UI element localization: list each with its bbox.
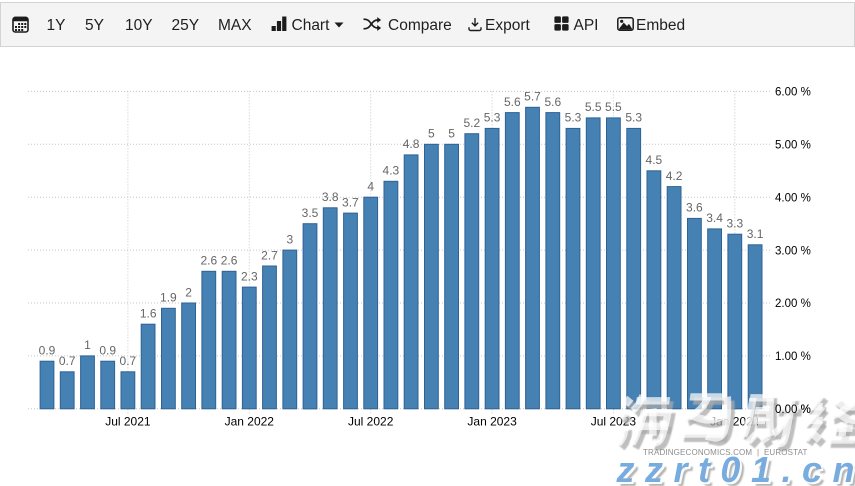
- svg-text:3.6: 3.6: [686, 201, 703, 215]
- svg-text:2.3: 2.3: [241, 269, 258, 283]
- svg-text:1.6: 1.6: [140, 307, 157, 321]
- svg-text:5.3: 5.3: [625, 111, 642, 125]
- svg-text:4.8: 4.8: [403, 137, 420, 151]
- svg-text:4.00 %: 4.00 %: [775, 192, 811, 204]
- svg-text:2.6: 2.6: [221, 254, 238, 268]
- svg-text:0.00 %: 0.00 %: [775, 404, 811, 416]
- svg-text:3.5: 3.5: [302, 206, 319, 220]
- svg-text:3.7: 3.7: [342, 195, 359, 209]
- svg-text:3.1: 3.1: [747, 227, 764, 241]
- svg-text:4.3: 4.3: [383, 164, 400, 178]
- svg-text:5.5: 5.5: [585, 100, 602, 114]
- svg-text:5.6: 5.6: [544, 95, 561, 109]
- svg-text:2.6: 2.6: [200, 254, 217, 268]
- svg-text:1: 1: [84, 338, 91, 352]
- svg-text:4.5: 4.5: [646, 153, 663, 167]
- svg-text:1.9: 1.9: [160, 291, 177, 305]
- svg-text:5: 5: [428, 127, 435, 141]
- svg-text:Jul 2021: Jul 2021: [105, 414, 151, 428]
- svg-text:3.3: 3.3: [726, 217, 743, 231]
- svg-text:6.00 %: 6.00 %: [775, 87, 811, 99]
- svg-text:Jan 2022: Jan 2022: [225, 414, 275, 428]
- svg-text:5.3: 5.3: [565, 111, 582, 125]
- svg-text:2.7: 2.7: [261, 248, 278, 262]
- svg-text:5.5: 5.5: [605, 100, 622, 114]
- svg-text:0.9: 0.9: [39, 344, 56, 358]
- svg-text:0.7: 0.7: [59, 354, 76, 368]
- svg-text:2.00 %: 2.00 %: [775, 298, 811, 310]
- svg-text:5.6: 5.6: [504, 95, 521, 109]
- svg-text:1.00 %: 1.00 %: [775, 351, 811, 363]
- svg-text:4: 4: [367, 180, 374, 194]
- svg-text:4.2: 4.2: [666, 169, 683, 183]
- svg-text:5.00 %: 5.00 %: [775, 140, 811, 152]
- svg-text:0.9: 0.9: [99, 344, 116, 358]
- svg-text:3.4: 3.4: [706, 211, 723, 225]
- svg-text:3: 3: [286, 232, 293, 246]
- svg-text:5.2: 5.2: [463, 116, 480, 130]
- svg-text:2: 2: [185, 285, 192, 299]
- svg-text:Jan 2023: Jan 2023: [467, 414, 517, 428]
- svg-text:Jul 2022: Jul 2022: [348, 414, 394, 428]
- svg-text:3.00 %: 3.00 %: [775, 245, 811, 257]
- svg-text:3.8: 3.8: [322, 190, 339, 204]
- svg-text:0.7: 0.7: [120, 354, 137, 368]
- svg-text:5: 5: [448, 127, 455, 141]
- svg-text:5.7: 5.7: [524, 90, 541, 104]
- svg-text:5.3: 5.3: [484, 111, 501, 125]
